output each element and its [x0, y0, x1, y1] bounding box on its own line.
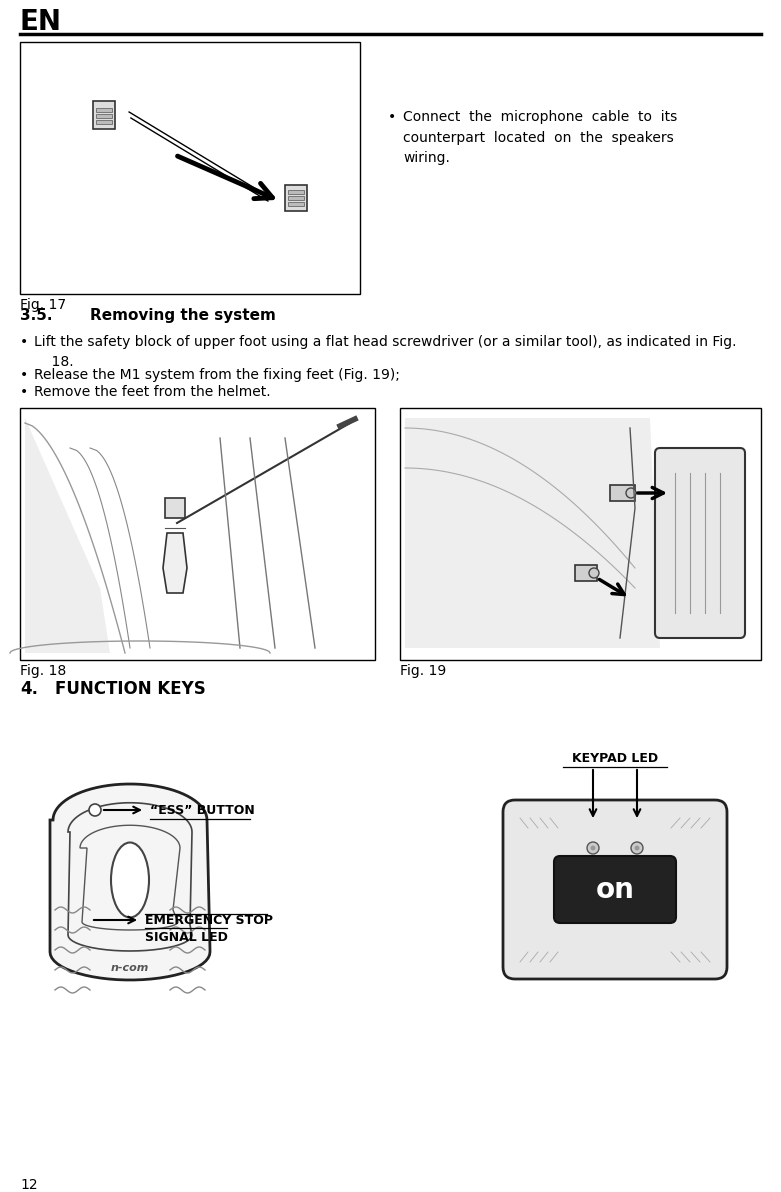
Bar: [288, 195, 304, 200]
Circle shape: [626, 488, 636, 498]
Bar: [610, 485, 635, 501]
Text: •: •: [388, 110, 396, 124]
Text: Connect  the  microphone  cable  to  its
counterpart  located  on  the  speakers: Connect the microphone cable to its coun…: [403, 110, 677, 166]
Circle shape: [590, 845, 595, 851]
Circle shape: [89, 803, 101, 817]
Text: KEYPAD LED: KEYPAD LED: [572, 752, 658, 765]
FancyBboxPatch shape: [655, 448, 745, 638]
Polygon shape: [163, 533, 187, 592]
Circle shape: [634, 845, 640, 851]
Text: “ESS” BUTTON: “ESS” BUTTON: [150, 803, 255, 817]
FancyBboxPatch shape: [503, 800, 727, 979]
Text: Removing the system: Removing the system: [90, 308, 276, 323]
Bar: [165, 498, 185, 519]
FancyBboxPatch shape: [554, 856, 676, 923]
Polygon shape: [405, 418, 660, 648]
Bar: [288, 201, 304, 206]
Bar: [400, 408, 761, 660]
Text: n-com: n-com: [111, 963, 149, 973]
Bar: [93, 101, 115, 129]
Text: Fig. 18: Fig. 18: [20, 664, 66, 678]
Text: •: •: [20, 335, 28, 349]
Bar: [20, 408, 375, 660]
Text: Lift the safety block of upper foot using a flat head screwdriver (or a similar : Lift the safety block of upper foot usin…: [34, 335, 736, 368]
Bar: [96, 114, 112, 118]
Bar: [288, 190, 304, 194]
Polygon shape: [50, 784, 210, 980]
Text: Fig. 17: Fig. 17: [20, 298, 66, 312]
Bar: [285, 185, 307, 211]
Text: EMERGENCY STOP
SIGNAL LED: EMERGENCY STOP SIGNAL LED: [145, 914, 273, 944]
Text: EN: EN: [20, 8, 62, 36]
Text: Remove the feet from the helmet.: Remove the feet from the helmet.: [34, 385, 271, 399]
Text: 12: 12: [20, 1178, 37, 1192]
Text: Fig. 19: Fig. 19: [400, 664, 446, 678]
Ellipse shape: [111, 843, 149, 918]
Bar: [96, 120, 112, 124]
Bar: [575, 565, 597, 581]
Text: Release the M1 system from the fixing feet (Fig. 19);: Release the M1 system from the fixing fe…: [34, 368, 400, 381]
Text: on: on: [596, 876, 634, 904]
Text: •: •: [20, 385, 28, 399]
Text: •: •: [20, 368, 28, 381]
Polygon shape: [25, 418, 110, 653]
Bar: [20, 42, 360, 294]
Circle shape: [587, 842, 599, 853]
Circle shape: [631, 842, 643, 853]
Text: 3.5.: 3.5.: [20, 308, 52, 323]
Bar: [96, 108, 112, 112]
Text: 4.: 4.: [20, 679, 38, 699]
Circle shape: [589, 569, 599, 578]
Text: FUNCTION KEYS: FUNCTION KEYS: [55, 679, 205, 699]
